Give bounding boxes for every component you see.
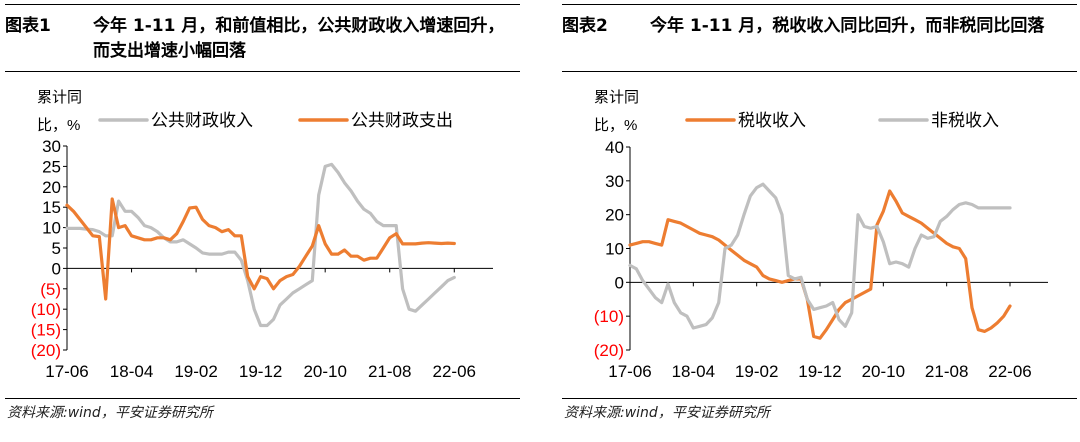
series-line bbox=[628, 189, 1012, 340]
y-tick-label: 20 bbox=[42, 178, 61, 197]
x-tick-label: 20-10 bbox=[862, 362, 905, 381]
y-tick-label: 40 bbox=[605, 138, 624, 157]
y-tick-label: 0 bbox=[615, 273, 624, 292]
figure-title: 今年 1-11 月，和前值相比，公共财政收入增速回升，而支出增速小幅回落 bbox=[93, 16, 505, 61]
x-tick-label: 18-04 bbox=[110, 362, 153, 381]
y-axis-label: 累计同 bbox=[37, 89, 82, 106]
legend-label: 公共财政支出 bbox=[351, 111, 453, 130]
y-tick-label: (10) bbox=[594, 307, 624, 326]
top-rule bbox=[5, 4, 520, 5]
y-axis-label: 比，% bbox=[594, 117, 637, 134]
y-axis-label: 累计同 bbox=[594, 89, 639, 106]
top-rule bbox=[562, 4, 1077, 5]
legend-label: 公共财政收入 bbox=[151, 111, 253, 130]
y-tick-label: 20 bbox=[605, 206, 624, 225]
x-tick-label: 18-04 bbox=[672, 362, 715, 381]
x-tick-label: 22-06 bbox=[433, 362, 476, 381]
x-tick-label: 19-02 bbox=[735, 362, 778, 381]
y-tick-label: (20) bbox=[594, 341, 624, 360]
y-tick-label: (20) bbox=[31, 341, 61, 360]
chart-panel-1: 图表1 今年 1-11 月，和前值相比，公共财政收入增速回升，而支出增速小幅回落… bbox=[5, 0, 520, 442]
x-tick-label: 17-06 bbox=[45, 362, 88, 381]
source-rule bbox=[5, 398, 520, 399]
x-tick-label: 22-06 bbox=[988, 362, 1031, 381]
y-tick-label: 5 bbox=[52, 239, 61, 258]
y-tick-label: 0 bbox=[52, 259, 61, 278]
x-tick-label: 17-06 bbox=[608, 362, 651, 381]
figure-number: 图表2 bbox=[562, 16, 608, 36]
figure-number: 图表1 bbox=[5, 16, 51, 36]
x-tick-label: 20-10 bbox=[303, 362, 346, 381]
series-line bbox=[628, 182, 1012, 330]
x-tick-label: 19-12 bbox=[239, 362, 282, 381]
y-axis-label: 比，% bbox=[37, 117, 80, 134]
y-tick-label: 10 bbox=[605, 240, 624, 259]
x-tick-label: 21-08 bbox=[925, 362, 968, 381]
series-line bbox=[65, 197, 456, 301]
y-tick-label: (5) bbox=[40, 280, 61, 299]
y-tick-label: 10 bbox=[42, 219, 61, 238]
y-tick-label: 30 bbox=[605, 172, 624, 191]
x-tick-label: 21-08 bbox=[368, 362, 411, 381]
source-note: 资料来源:wind，平安证券研究所 bbox=[7, 405, 213, 421]
y-tick-label: (15) bbox=[31, 321, 61, 340]
source-rule bbox=[562, 398, 1077, 399]
y-tick-label: 30 bbox=[42, 137, 61, 156]
source-note: 资料来源:wind，平安证券研究所 bbox=[564, 405, 770, 421]
x-tick-label: 19-12 bbox=[798, 362, 841, 381]
legend-label: 税收收入 bbox=[738, 111, 806, 130]
title-rule bbox=[5, 71, 520, 72]
y-tick-label: 15 bbox=[42, 198, 61, 217]
x-tick-label: 19-02 bbox=[174, 362, 217, 381]
chart-panel-2: 图表2 今年 1-11 月，税收收入同比回升，而非税同比回落 累计同比，% 40 3… bbox=[562, 0, 1077, 442]
figure-title: 今年 1-11 月，税收收入同比回升，而非税同比回落 bbox=[650, 16, 1045, 36]
legend-label: 非税收入 bbox=[931, 111, 999, 130]
title-rule bbox=[562, 71, 1077, 72]
y-tick-label: 25 bbox=[42, 157, 61, 176]
y-tick-label: (10) bbox=[31, 300, 61, 319]
series-line bbox=[65, 162, 456, 328]
